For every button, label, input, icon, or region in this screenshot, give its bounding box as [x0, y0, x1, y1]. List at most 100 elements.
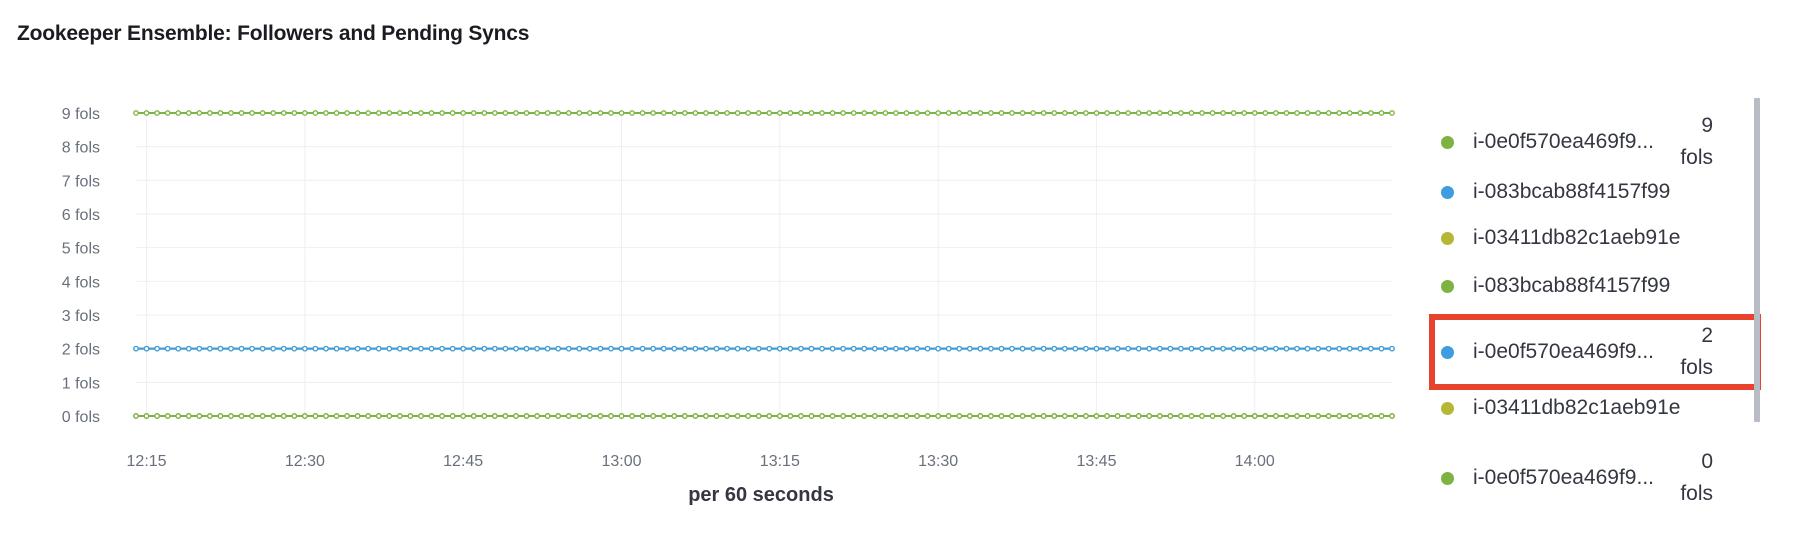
data-point	[1378, 345, 1385, 352]
data-point	[808, 345, 815, 352]
data-point	[734, 413, 741, 419]
legend-scrollbar[interactable]	[1754, 98, 1760, 422]
data-point	[840, 345, 847, 352]
data-point	[924, 110, 931, 116]
data-point	[133, 110, 139, 116]
data-point	[312, 345, 319, 352]
data-point	[882, 413, 889, 419]
data-point	[713, 413, 720, 419]
data-point	[249, 110, 255, 116]
data-point	[945, 413, 952, 419]
data-point	[1156, 110, 1163, 116]
data-point	[766, 110, 773, 116]
data-point	[1336, 345, 1343, 352]
data-point	[428, 345, 435, 352]
data-point	[1072, 110, 1079, 116]
data-point	[502, 413, 509, 419]
legend-item[interactable]: i-0e0f570ea469f9... 9 fols	[1435, 110, 1755, 174]
data-point	[755, 413, 762, 419]
data-point	[829, 413, 836, 419]
data-point	[998, 345, 1005, 352]
data-point	[1051, 110, 1058, 116]
data-point	[1156, 345, 1163, 352]
data-point	[449, 345, 456, 352]
data-point	[154, 110, 160, 116]
data-point	[1167, 110, 1174, 116]
data-point	[766, 413, 773, 419]
data-point	[1009, 110, 1015, 116]
data-point	[270, 110, 277, 116]
data-point	[988, 110, 994, 116]
data-point	[903, 345, 910, 352]
data-point	[1019, 413, 1026, 419]
legend-item[interactable]: i-0e0f570ea469f9... 2 fols	[1429, 314, 1761, 390]
legend-item[interactable]: i-03411db82c1aeb91e	[1435, 218, 1755, 282]
data-point	[270, 413, 277, 419]
data-point	[249, 413, 255, 419]
data-point	[660, 345, 667, 352]
data-point	[513, 413, 519, 419]
legend-series-name: i-0e0f570ea469f9...	[1473, 340, 1654, 363]
data-point	[481, 110, 488, 116]
data-point	[755, 110, 762, 116]
data-point	[1125, 345, 1131, 352]
y-axis: 0 fols 1 fols 2 fols 3 fols 4 fols 5 fols 6 fo…	[62, 106, 100, 426]
data-point	[1304, 413, 1311, 419]
legend-series-value: 2 fols	[1680, 324, 1713, 379]
data-point	[1199, 345, 1205, 352]
data-point	[259, 345, 266, 352]
data-point	[1051, 345, 1058, 352]
data-point	[565, 110, 572, 116]
data-point	[1030, 413, 1036, 419]
data-point	[1220, 413, 1226, 419]
legend-color-dot	[1441, 402, 1454, 415]
legend-item[interactable]: i-0e0f570ea469f9... 0 fols	[1435, 446, 1755, 510]
data-point	[344, 413, 350, 419]
data-point	[1230, 110, 1237, 116]
data-point	[280, 413, 287, 419]
data-point	[671, 413, 678, 419]
data-point	[945, 345, 952, 352]
data-point	[164, 345, 171, 352]
data-point	[1230, 345, 1237, 352]
data-point	[1209, 110, 1216, 116]
data-point	[829, 345, 836, 352]
data-point	[850, 345, 857, 352]
x-tick-label: 12:30	[285, 453, 325, 470]
data-point	[639, 110, 646, 116]
legend-item[interactable]: i-083bcab88f4157f99	[1435, 172, 1755, 236]
data-point	[671, 345, 678, 352]
data-point	[924, 345, 931, 352]
legend-item[interactable]: i-083bcab88f4157f99	[1435, 266, 1755, 330]
data-point	[1315, 345, 1321, 352]
data-point	[977, 413, 984, 419]
data-point	[639, 345, 646, 352]
legend-item[interactable]: i-03411db82c1aeb91e	[1435, 388, 1755, 452]
data-point	[1178, 413, 1184, 419]
data-point	[882, 110, 889, 116]
data-point	[1220, 345, 1226, 352]
data-point	[418, 110, 424, 116]
data-point	[207, 413, 213, 419]
data-point	[460, 110, 467, 116]
data-point	[1040, 345, 1047, 352]
data-point	[1188, 413, 1195, 419]
data-point	[713, 345, 720, 352]
data-point	[492, 345, 498, 352]
x-axis-title: per 60 seconds	[688, 484, 834, 506]
data-point	[1114, 345, 1121, 352]
data-point	[238, 345, 245, 352]
data-point	[1188, 110, 1195, 116]
data-point	[977, 345, 984, 352]
data-point	[808, 110, 815, 116]
x-tick-label: 14:00	[1235, 453, 1275, 470]
data-point	[1019, 110, 1026, 116]
data-point	[745, 345, 752, 352]
data-point	[449, 110, 456, 116]
data-point	[586, 413, 593, 419]
data-point	[397, 345, 403, 352]
legend-series-name: i-03411db82c1aeb91e	[1473, 226, 1681, 249]
data-point	[302, 413, 308, 419]
data-point	[903, 413, 910, 419]
data-point	[966, 413, 973, 419]
